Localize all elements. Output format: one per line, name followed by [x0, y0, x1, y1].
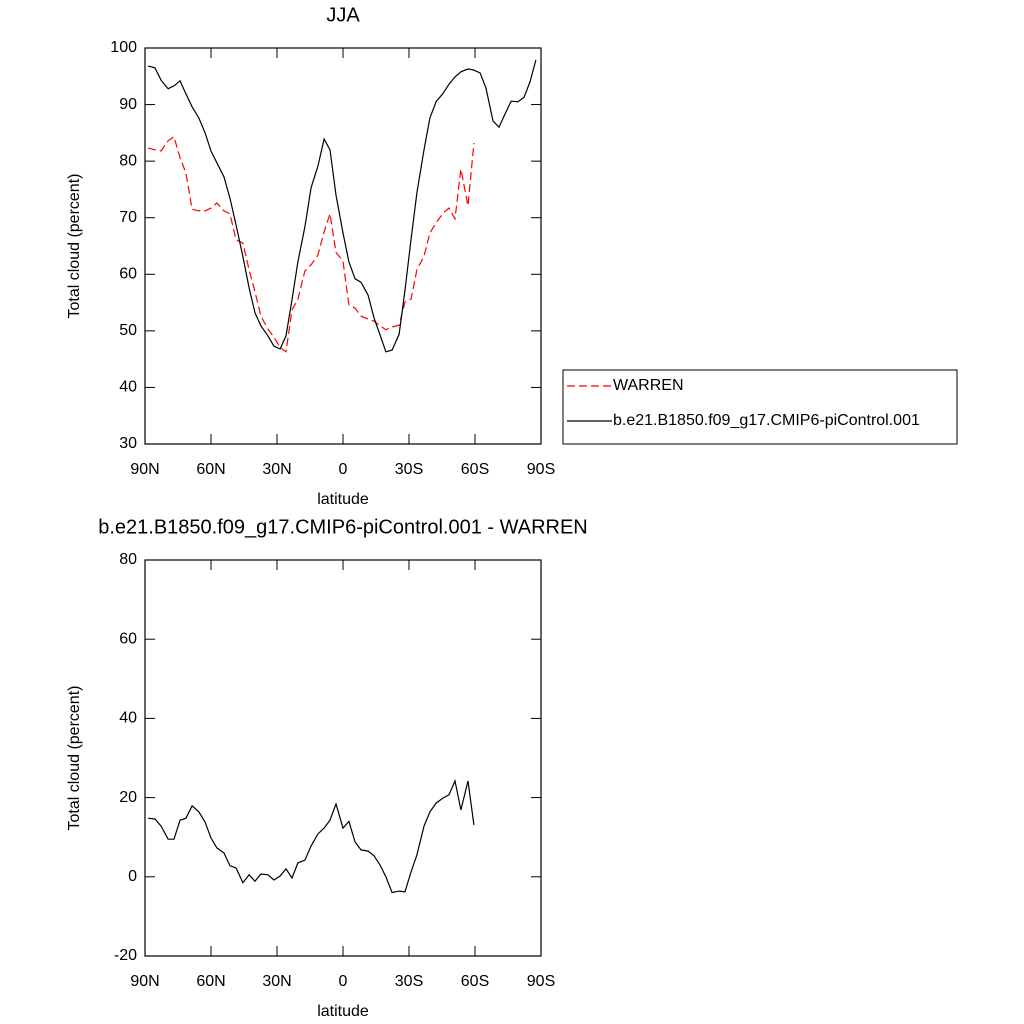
x-tick-label: 60S	[461, 461, 489, 478]
y-axis-label: Total cloud (percent)	[66, 686, 83, 831]
x-tick-label: 60N	[196, 973, 225, 990]
legend-label: b.e21.B1850.f09_g17.CMIP6-piControl.001	[613, 412, 920, 429]
y-tick-label: 0	[128, 868, 137, 885]
legend-label: WARREN	[613, 377, 684, 394]
y-tick-label: 80	[119, 152, 137, 169]
y-axis-label: Total cloud (percent)	[66, 174, 83, 319]
chart-title: b.e21.B1850.f09_g17.CMIP6-piControl.001 …	[98, 516, 588, 538]
x-tick-label: 90N	[130, 461, 159, 478]
y-tick-label: 70	[119, 209, 137, 226]
y-tick-label: 30	[119, 435, 137, 452]
y-tick-label: 80	[119, 551, 137, 568]
y-tick-label: 40	[119, 710, 137, 727]
x-tick-label: 0	[339, 973, 348, 990]
data-line	[147, 59, 537, 353]
y-tick-label: 90	[119, 96, 137, 113]
chart-title: JJA	[326, 4, 360, 26]
x-tick-label: 30S	[395, 461, 423, 478]
y-tick-label: 100	[110, 39, 137, 56]
data-line	[148, 779, 475, 894]
y-tick-label: 50	[119, 322, 137, 339]
plot-frame	[144, 47, 542, 445]
legend-box	[562, 369, 958, 445]
y-tick-label: -20	[114, 947, 137, 964]
x-tick-label: 90S	[527, 973, 555, 990]
y-tick-label: 20	[119, 789, 137, 806]
x-axis-label: latitude	[317, 1003, 369, 1020]
x-tick-label: 30S	[395, 973, 423, 990]
y-tick-label: 60	[119, 266, 137, 283]
x-axis-label: latitude	[317, 491, 369, 508]
x-tick-label: 30N	[262, 973, 291, 990]
x-tick-label: 60S	[461, 973, 489, 990]
y-tick-label: 40	[119, 379, 137, 396]
data-line	[147, 135, 475, 353]
x-tick-label: 60N	[196, 461, 225, 478]
x-tick-label: 0	[339, 461, 348, 478]
x-tick-label: 30N	[262, 461, 291, 478]
y-tick-label: 60	[119, 630, 137, 647]
x-tick-label: 90S	[527, 461, 555, 478]
plot-frame	[144, 559, 542, 957]
x-tick-label: 90N	[130, 973, 159, 990]
